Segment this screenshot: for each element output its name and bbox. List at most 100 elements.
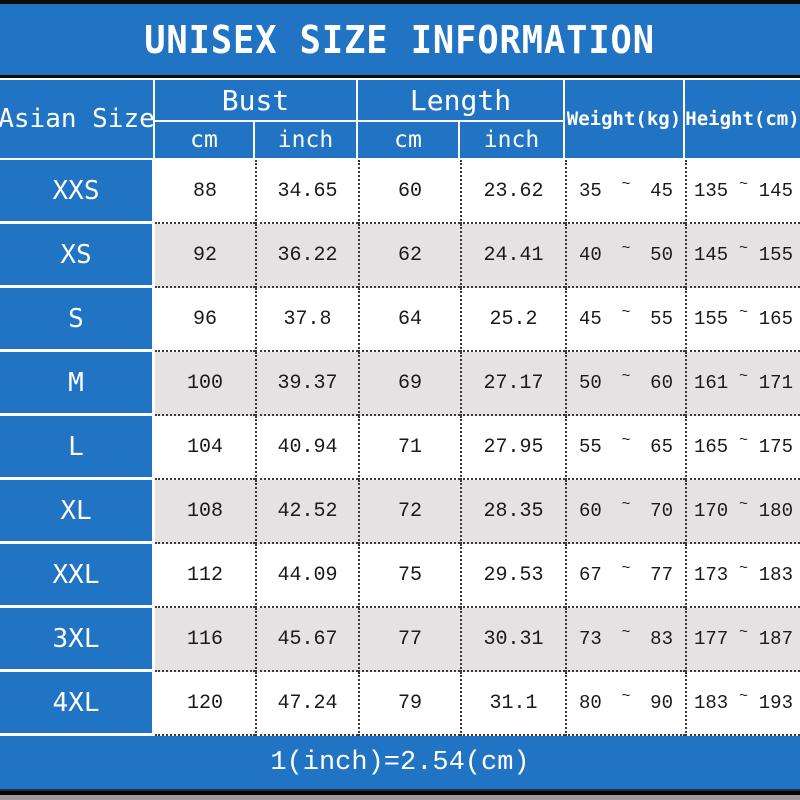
bust-cm-cell: 116	[155, 608, 255, 672]
length-cm-cell: 60	[358, 160, 460, 224]
weight-max: 90	[650, 692, 673, 714]
header-length: Length	[358, 80, 563, 120]
bust-cm-cell: 112	[155, 544, 255, 608]
bust-inch-cell: 42.52	[255, 480, 358, 544]
height-min: 155	[694, 308, 729, 330]
tilde-glyph: ~	[621, 367, 631, 385]
size-cell: 3XL	[0, 608, 155, 672]
height-range-cell: 155 ~ 165	[685, 288, 800, 352]
length-cm-cell: 69	[358, 352, 460, 416]
conversion-note: 1(inch)=2.54(cm)	[270, 747, 530, 778]
weight-min: 45	[579, 308, 602, 330]
height-range-cell: 145 ~ 155	[685, 224, 800, 288]
bust-cm-cell: 108	[155, 480, 255, 544]
weight-max: 65	[650, 436, 673, 458]
weight-max: 77	[650, 564, 673, 586]
height-min: 183	[694, 692, 729, 714]
weight-min: 67	[579, 564, 602, 586]
tilde-glyph: ~	[738, 239, 748, 257]
length-inch-cell: 24.41	[460, 224, 565, 288]
height-range-cell: 165 ~ 175	[685, 416, 800, 480]
tilde-glyph: ~	[621, 687, 631, 705]
weight-max: 55	[650, 308, 673, 330]
height-min: 145	[694, 244, 729, 266]
size-cell: XXL	[0, 544, 155, 608]
weight-range-cell: 40 ~ 50	[565, 224, 685, 288]
weight-range-cell: 35 ~ 45	[565, 160, 685, 224]
size-cell: XL	[0, 480, 155, 544]
table-row: XXS 88 34.65 60 23.62 35 ~ 45 135 ~ 145	[0, 160, 800, 224]
header-length-inch: inch	[460, 122, 563, 158]
weight-min: 50	[579, 372, 602, 394]
bust-inch-cell: 40.94	[255, 416, 358, 480]
weight-max: 70	[650, 500, 673, 522]
table-row: S 96 37.8 64 25.2 45 ~ 55 155 ~ 165	[0, 288, 800, 352]
height-range-cell: 135 ~ 145	[685, 160, 800, 224]
weight-max: 60	[650, 372, 673, 394]
weight-max: 50	[650, 244, 673, 266]
height-max: 145	[758, 180, 793, 202]
weight-range-cell: 60 ~ 70	[565, 480, 685, 544]
length-inch-cell: 25.2	[460, 288, 565, 352]
height-max: 193	[758, 692, 793, 714]
length-cm-cell: 77	[358, 608, 460, 672]
tilde-glyph: ~	[621, 303, 631, 321]
weight-range-cell: 80 ~ 90	[565, 672, 685, 736]
size-cell: S	[0, 288, 155, 352]
tilde-glyph: ~	[738, 303, 748, 321]
weight-range-cell: 45 ~ 55	[565, 288, 685, 352]
table-row: 4XL 120 47.24 79 31.1 80 ~ 90 183 ~ 193	[0, 672, 800, 736]
height-max: 171	[758, 372, 793, 394]
table-row: XS 92 36.22 62 24.41 40 ~ 50 145 ~ 155	[0, 224, 800, 288]
bottom-frame-bar	[0, 791, 800, 795]
tilde-glyph: ~	[738, 495, 748, 513]
top-frame-bar	[0, 0, 800, 4]
header-asian-size: Asian Size	[0, 80, 153, 158]
weight-max: 83	[650, 628, 673, 650]
height-range-cell: 177 ~ 187	[685, 608, 800, 672]
weight-min: 73	[579, 628, 602, 650]
tilde-glyph: ~	[738, 687, 748, 705]
weight-min: 80	[579, 692, 602, 714]
tilde-glyph: ~	[621, 239, 631, 257]
header-bust-cm: cm	[155, 122, 253, 158]
header-weight: Weight(kg)	[565, 80, 683, 158]
height-max: 165	[758, 308, 793, 330]
tilde-glyph: ~	[621, 431, 631, 449]
tilde-glyph: ~	[738, 431, 748, 449]
height-range-cell: 161 ~ 171	[685, 352, 800, 416]
tilde-glyph: ~	[621, 175, 631, 193]
table-row: L 104 40.94 71 27.95 55 ~ 65 165 ~ 175	[0, 416, 800, 480]
title-band: UNISEX SIZE INFORMATION	[0, 4, 800, 75]
page-title: UNISEX SIZE INFORMATION	[144, 17, 656, 62]
tilde-glyph: ~	[621, 623, 631, 641]
height-max: 175	[758, 436, 793, 458]
table-body: XXS 88 34.65 60 23.62 35 ~ 45 135 ~ 145 …	[0, 160, 800, 736]
bust-cm-cell: 120	[155, 672, 255, 736]
height-range-cell: 173 ~ 183	[685, 544, 800, 608]
bust-inch-cell: 47.24	[255, 672, 358, 736]
length-cm-cell: 72	[358, 480, 460, 544]
header-bust: Bust	[155, 80, 356, 120]
length-cm-cell: 75	[358, 544, 460, 608]
height-max: 180	[758, 500, 793, 522]
height-range-cell: 170 ~ 180	[685, 480, 800, 544]
bust-inch-cell: 44.09	[255, 544, 358, 608]
table-row: XXL 112 44.09 75 29.53 67 ~ 77 173 ~ 183	[0, 544, 800, 608]
weight-max: 45	[650, 180, 673, 202]
height-min: 165	[694, 436, 729, 458]
weight-range-cell: 50 ~ 60	[565, 352, 685, 416]
length-inch-cell: 29.53	[460, 544, 565, 608]
length-inch-cell: 28.35	[460, 480, 565, 544]
length-inch-cell: 31.1	[460, 672, 565, 736]
weight-range-cell: 55 ~ 65	[565, 416, 685, 480]
size-cell: XXS	[0, 160, 155, 224]
length-cm-cell: 62	[358, 224, 460, 288]
tilde-glyph: ~	[738, 175, 748, 193]
table-row: XL 108 42.52 72 28.35 60 ~ 70 170 ~ 180	[0, 480, 800, 544]
bust-inch-cell: 36.22	[255, 224, 358, 288]
length-cm-cell: 79	[358, 672, 460, 736]
length-inch-cell: 30.31	[460, 608, 565, 672]
bust-inch-cell: 39.37	[255, 352, 358, 416]
